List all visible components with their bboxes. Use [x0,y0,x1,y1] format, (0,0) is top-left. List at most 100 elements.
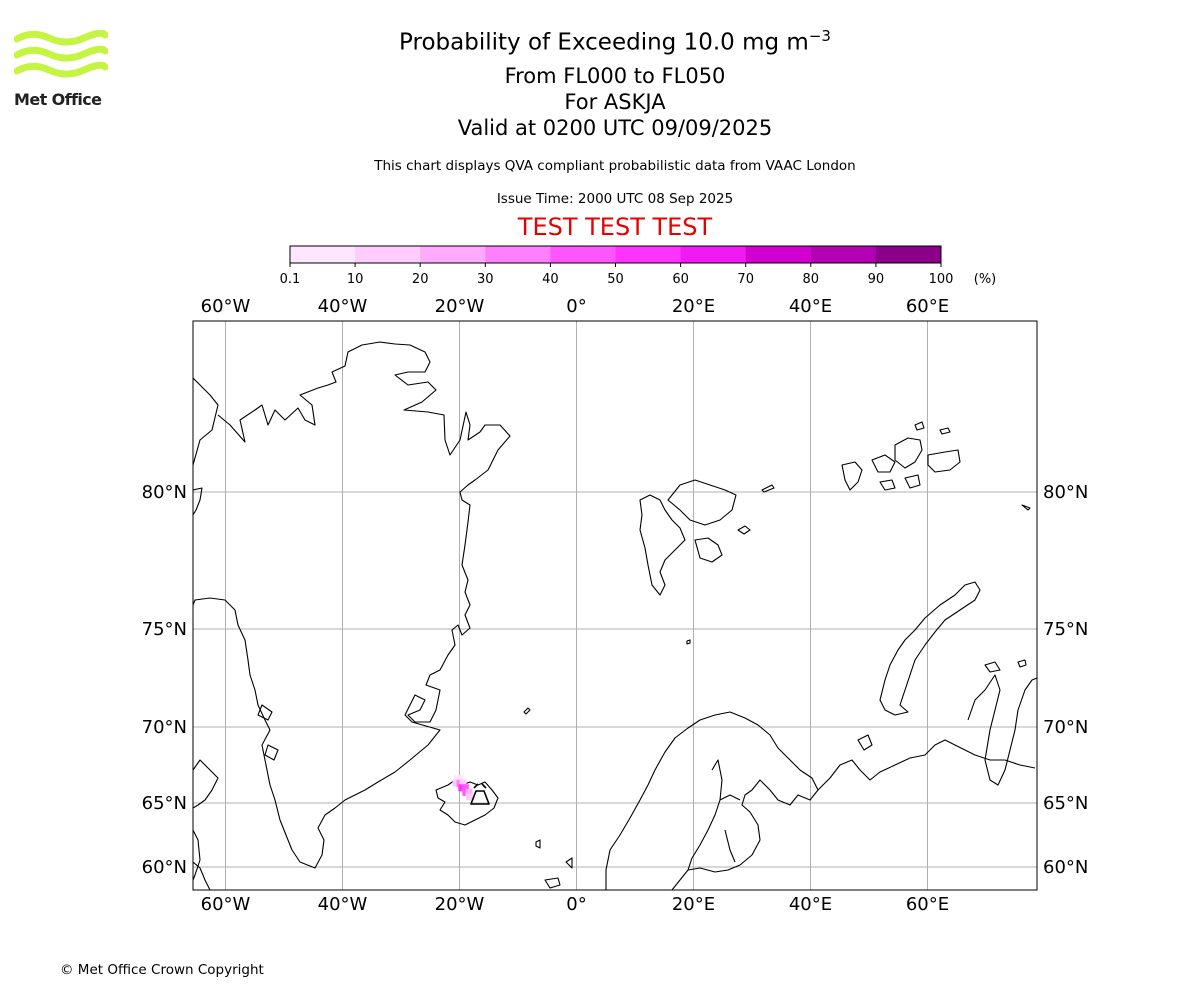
valid-time: Valid at 0200 UTC 09/09/2025 [457,116,773,140]
longitude-label: 0° [566,296,586,317]
title-text: Probability of Exceeding 10.0 mg m [399,29,809,56]
met-office-logo: Met Office [13,29,109,112]
colorbar-tick-label: 40 [542,272,559,287]
coast-kola [817,739,1036,791]
longitude-label: 60°W [201,296,251,317]
colorbar-swatch [810,246,877,263]
colorbar-tick-label: 0.1 [280,272,301,287]
ash-probability-cell [459,779,467,787]
colorbar-tick-label: 60 [672,272,689,287]
colorbar-swatch [355,246,421,263]
longitude-label: 40°W [318,894,368,915]
test-banner: TEST TEST TEST [517,213,713,241]
colorbar-swatch [420,246,486,263]
longitude-label: 20°E [672,296,715,317]
colorbar-tick-label: 80 [803,272,820,287]
coast-yamal [967,674,1037,786]
latitude-label: 60°N [142,857,187,878]
colorbar-tick-label: 30 [477,272,494,287]
coast-ellesmere [193,487,203,516]
coast-jan-mayen [523,707,531,715]
coast-bear-island [686,639,691,645]
coast-franz-josef-small [914,421,951,435]
latitude-label: 80°N [1043,482,1088,503]
coast-scandinavia [605,711,819,890]
volcano-name: For ASKJA [564,90,666,114]
latitude-labels-right: 80°N 75°N 70°N 65°N 60°N [1043,482,1088,878]
longitude-label: 40°E [789,894,832,915]
longitude-label: 60°W [201,894,251,915]
longitude-labels-bottom: 60°W 40°W 20°W 0° 20°E 40°E 60°E [201,894,949,915]
colorbar-tick-label: 70 [737,272,754,287]
colorbar-unit: (%) [974,272,997,287]
colorbar-swatch [615,246,682,263]
ash-probability-field [452,775,473,801]
coast-small-island-ne [1021,504,1031,511]
coast-franz-josef [841,437,961,491]
latitude-label: 60°N [1043,857,1088,878]
coast-novaya-zemlya [879,581,981,716]
map-frame [192,320,1038,891]
coastlines [193,341,1037,890]
coast-greenland [193,341,511,869]
longitude-label: 20°W [435,894,485,915]
ash-probability-cell [461,784,469,792]
longitude-label: 20°W [435,296,485,317]
coast-svalbard-north [667,479,737,526]
chart-title: Probability of Exceeding 10.0 mg m−3 [315,27,915,56]
volcano-icon [470,783,490,805]
ash-probability-cell [465,788,473,796]
latitude-labels-left: 80°N 75°N 70°N 65°N 60°N [142,482,187,878]
longitude-label: 60°E [906,296,949,317]
latitude-label: 70°N [1043,717,1088,738]
probability-colorbar: 0.1 10 20 30 40 50 60 70 80 90 100 (%) [280,245,997,287]
longitude-label: 40°W [318,296,368,317]
colorbar-tick-label: 50 [607,272,624,287]
chart-description: This chart displays QVA compliant probab… [374,158,856,174]
issue-time: Issue Time: 2000 UTC 08 Sep 2025 [496,191,734,207]
ash-probability-cell [452,779,460,787]
coast-svalbard-east [694,537,723,563]
latitude-label: 75°N [142,619,187,640]
graticule [193,321,1037,890]
coast-greenland-fjord-2 [264,744,279,761]
longitude-labels-top: 60°W 40°W 20°W 0° 20°E 40°E 60°E [201,296,949,317]
coast-greenland-fjord-1 [257,704,273,721]
colorbar-tick-label: 10 [347,272,364,287]
longitude-label: 60°E [906,894,949,915]
colorbar-tick-label: 100 [929,272,954,287]
coast-kanin [857,734,873,751]
latitude-label: 80°N [142,482,187,503]
copyright-notice: © Met Office Crown Copyright [60,962,264,978]
ash-probability-cell [465,793,473,801]
coast-shetland [544,857,573,889]
colorbar-tick-label: 20 [412,272,429,287]
longitude-label: 20°E [672,894,715,915]
latitude-label: 70°N [142,717,187,738]
latitude-label: 65°N [1043,793,1088,814]
coast-faroe [535,839,541,849]
level-range: From FL000 to FL050 [504,64,726,88]
longitude-label: 40°E [789,296,832,317]
colorbar-tick-label: 90 [868,272,885,287]
coast-yamal-2 [984,659,1027,673]
coast-svalbard-west [639,494,686,596]
met-office-waves-icon [13,29,109,78]
title-exponent: −3 [808,27,831,45]
coast-svalbard-island [737,525,751,535]
ash-probability-cell [453,775,461,783]
coast-bothnia [687,759,741,871]
colorbar-swatch [680,246,747,263]
colorbar-swatch [290,246,356,263]
ash-probability-cell [458,784,466,792]
colorbar-swatch [875,246,942,263]
colorbar-swatch [745,246,812,263]
latitude-label: 75°N [1043,619,1088,640]
colorbar-swatch [550,246,616,263]
volcano-marker [470,783,490,805]
longitude-label: 0° [566,894,586,915]
coast-kvitoya [761,484,775,493]
ash-probability-cell [457,775,465,783]
colorbar-swatch [485,246,551,263]
